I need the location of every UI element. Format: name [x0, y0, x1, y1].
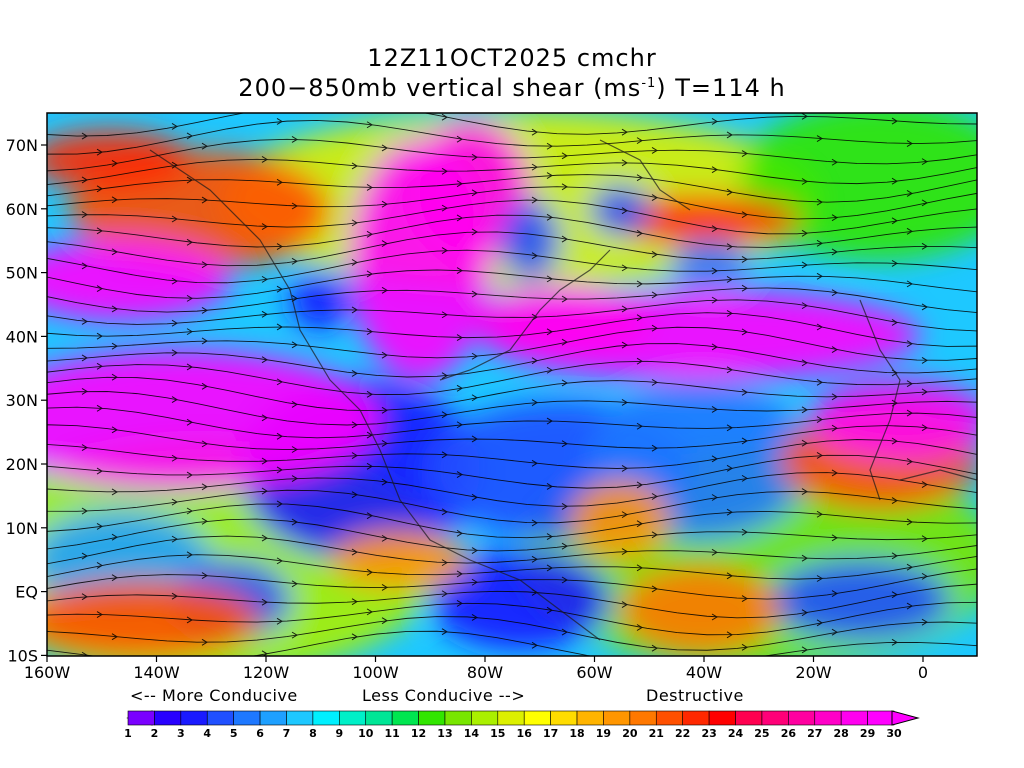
colorbar-label: 27: [807, 727, 822, 740]
colorbar-swatch: [867, 710, 895, 726]
lon-tick-label: 100W: [352, 663, 399, 682]
colorbar-label: 8: [309, 727, 317, 740]
colorbar-label: 2: [151, 727, 159, 740]
subtitle-suffix: ) T=114 h: [656, 74, 786, 102]
lat-tick-label: 20N: [6, 455, 38, 474]
colorbar-swatch: [180, 710, 208, 726]
subtitle-prefix: 200−850mb vertical shear (ms: [238, 74, 642, 102]
colorbar-label: 25: [754, 727, 769, 740]
lat-tick-label: 40N: [6, 327, 38, 346]
colorbar-swatch: [708, 710, 736, 726]
destructive-label: Destructive: [646, 686, 744, 705]
colorbar-swatch: [312, 710, 340, 726]
colorbar-swatch: [127, 710, 155, 726]
lon-tick-label: 20W: [795, 663, 831, 682]
lat-tick-label: 10N: [6, 519, 38, 538]
colorbar-swatch: [286, 710, 314, 726]
colorbar-label: 22: [675, 727, 690, 740]
colorbar-swatch: [814, 710, 842, 726]
colorbar-label: 3: [177, 727, 185, 740]
colorbar-label: 13: [437, 727, 452, 740]
colorbar-label: 9: [335, 727, 343, 740]
colorbar-swatch: [497, 710, 525, 726]
colorbar-label: 5: [230, 727, 238, 740]
colorbar-swatch: [391, 710, 419, 726]
lon-tick-label: 0: [918, 663, 928, 682]
colorbar-label: 17: [543, 727, 558, 740]
colorbar-swatch: [682, 710, 710, 726]
colorbar-swatch: [259, 710, 287, 726]
colorbar-label: 16: [517, 727, 533, 740]
colorbar-label: 4: [203, 727, 211, 740]
lon-tick-label: 140W: [133, 663, 180, 682]
colorbar-swatch: [471, 710, 499, 726]
more-conducive-label: <-- More Conducive: [130, 686, 298, 705]
colorbar-over-arrow: [891, 710, 920, 726]
colorbar-label: 23: [701, 727, 716, 740]
colorbar-label: 28: [834, 727, 849, 740]
colorbar-swatch: [550, 710, 578, 726]
colorbar-label: 24: [728, 727, 744, 740]
colorbar-label: 19: [596, 727, 611, 740]
colorbar-swatch: [655, 710, 683, 726]
colorbar-swatch: [339, 710, 367, 726]
colorbar-label: 12: [411, 727, 426, 740]
colorbar-swatch: [629, 710, 657, 726]
lat-tick-label: 70N: [6, 136, 38, 155]
colorbar-label: 7: [283, 727, 291, 740]
subtitle-unit-exponent: -1: [641, 76, 657, 91]
map-field: [47, 113, 977, 656]
colorbar-label: 14: [464, 727, 480, 740]
colorbar-label: 6: [256, 727, 264, 740]
lat-tick-label: 10S: [7, 646, 38, 665]
map-frame: [46, 112, 978, 657]
lat-tick-label: 50N: [6, 264, 38, 283]
colorbar-label: 29: [860, 727, 875, 740]
lat-tick-label: EQ: [15, 583, 38, 602]
colorbar-swatch: [365, 710, 393, 726]
lon-tick-label: 80W: [467, 663, 503, 682]
colorbar-swatch: [154, 710, 182, 726]
colorbar-swatch: [840, 710, 868, 726]
colorbar-swatch: [788, 710, 816, 726]
colorbar-swatch: [576, 710, 604, 726]
colorbar-swatch: [523, 710, 551, 726]
colorbar: 1 2 3 4 5 6 7 8 9 10 11 12 13 14 15 16 17 18 19 20 21 22 23 24 2…: [124, 710, 920, 740]
chart-subtitle: 200−850mb vertical shear (ms-1) T=114 h: [0, 74, 1024, 102]
chart-title: 12Z11OCT2025 cmchr: [367, 44, 657, 72]
lon-tick-label: 60W: [576, 663, 612, 682]
colorbar-swatch: [603, 710, 631, 726]
colorbar-label: 18: [569, 727, 584, 740]
lon-tick-label: 160W: [24, 663, 71, 682]
colorbar-swatch: [444, 710, 472, 726]
lat-tick-label: 60N: [6, 200, 38, 219]
colorbar-swatch: [761, 710, 789, 726]
colorbar-label: 21: [649, 727, 664, 740]
colorbar-swatch: [735, 710, 763, 726]
colorbar-swatch: [418, 710, 446, 726]
colorbar-swatch: [206, 710, 234, 726]
colorbar-label: 26: [781, 727, 797, 740]
colorbar-label: 1: [124, 727, 132, 740]
less-conducive-label: Less Conducive -->: [362, 686, 526, 705]
colorbar-label: 15: [490, 727, 505, 740]
lon-tick-label: 120W: [243, 663, 290, 682]
lon-tick-label: 40W: [686, 663, 722, 682]
colorbar-label: 30: [886, 727, 902, 740]
lat-tick-label: 30N: [6, 391, 38, 410]
colorbar-label: 20: [622, 727, 638, 740]
colorbar-label: 10: [358, 727, 374, 740]
colorbar-swatch: [233, 710, 261, 726]
colorbar-label: 11: [384, 727, 399, 740]
